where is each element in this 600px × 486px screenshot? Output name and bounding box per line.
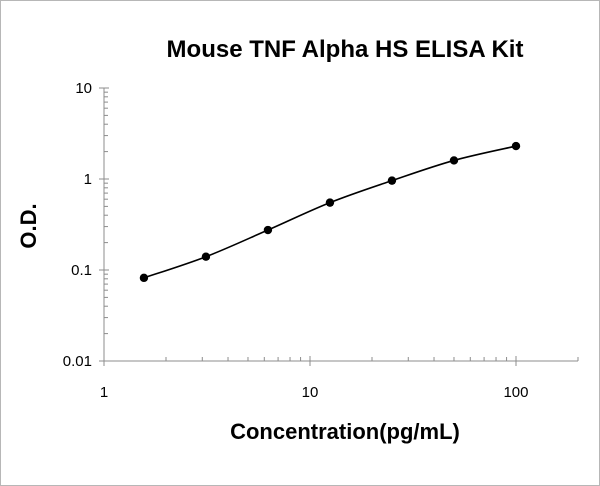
fitted-curve [143, 145, 517, 279]
data-point [387, 176, 397, 185]
axes: 0.01 0.1 1 10 1 10 100 [63, 80, 579, 401]
x-tick-label: 1 [100, 384, 108, 401]
x-tick-label: 100 [503, 384, 528, 401]
data-point [511, 141, 521, 151]
data-points [139, 141, 521, 283]
data-point [201, 252, 211, 261]
y-tick-label: 0.1 [71, 262, 92, 279]
y-axis-title: O.D. [16, 203, 41, 248]
x-tick-label: 10 [302, 384, 319, 401]
y-tick-label: 1 [84, 171, 92, 188]
data-point [263, 225, 273, 235]
x-axis-title: Concentration(pg/mL) [230, 419, 460, 444]
chart-title: Mouse TNF Alpha HS ELISA Kit [167, 36, 524, 63]
data-point [325, 198, 335, 207]
standard-curve-line [143, 145, 517, 279]
y-tick-label: 0.01 [63, 353, 92, 370]
data-point [449, 156, 459, 165]
data-point [139, 273, 149, 283]
y-tick-label: 10 [75, 80, 92, 97]
